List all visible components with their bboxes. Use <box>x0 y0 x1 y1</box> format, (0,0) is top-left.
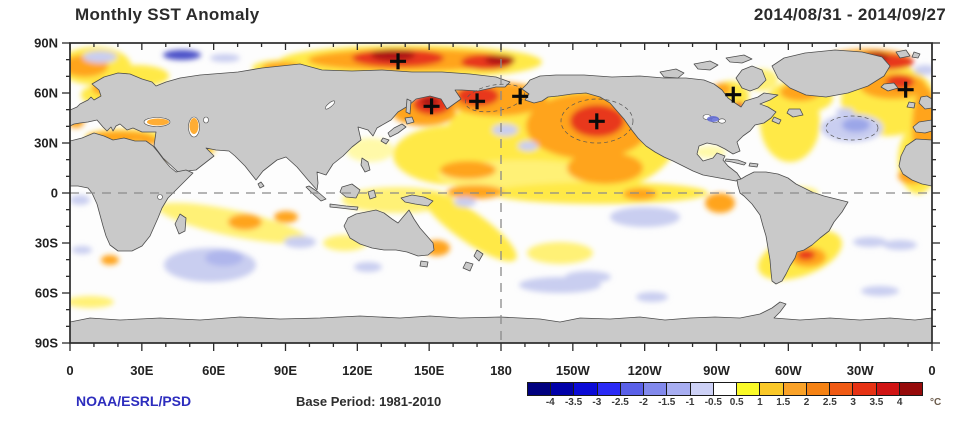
y-tick-label: 0 <box>51 186 58 201</box>
south-america <box>736 171 849 285</box>
colorbar-cell <box>737 383 761 395</box>
sakhalin <box>405 98 412 115</box>
colorbar-units-label: °C <box>930 397 942 408</box>
colorbar-boundary-label: 0.5 <box>729 397 744 408</box>
colorbar <box>527 382 923 396</box>
x-tick-label: 30E <box>130 363 153 378</box>
colorbar-cell <box>620 383 645 395</box>
x-tick-label: 150W <box>556 363 591 378</box>
colorbar-boundary-label: -2.5 <box>611 397 629 408</box>
colorbar-boundary-label: -3 <box>592 397 602 408</box>
baffin-island <box>735 65 767 92</box>
x-tick-label: 60E <box>202 363 225 378</box>
colorbar-cell <box>760 383 784 395</box>
eurasia <box>70 63 511 191</box>
africa <box>70 132 194 252</box>
anomaly-contours <box>465 83 879 144</box>
date-range: 2014/08/31 - 2014/09/27 <box>753 5 946 24</box>
west-africa-east-edge <box>898 138 932 187</box>
new-zealand <box>462 249 484 272</box>
colorbar-cell <box>690 383 714 395</box>
colorbar-boundary-label: -1 <box>685 397 695 408</box>
y-tick-label: 30N <box>34 136 58 151</box>
colorbar-boundary-label: 2 <box>803 397 810 408</box>
north-america <box>521 74 779 182</box>
colorbar-boundary-label: 1.5 <box>776 397 791 408</box>
colorbar-cell <box>899 383 922 395</box>
credit-text: NOAA/ESRL/PSD <box>76 393 192 409</box>
arctic-islands <box>659 54 753 79</box>
x-tick-label: 90W <box>703 363 730 378</box>
newfoundland <box>786 108 804 118</box>
colorbar-boundary-label: -2 <box>639 397 648 408</box>
x-tick-label: 0 <box>66 363 73 378</box>
lake-anomaly-tints <box>147 116 719 134</box>
british-isles <box>906 95 932 110</box>
colorbar-cell <box>667 383 691 395</box>
tasmania <box>419 260 429 268</box>
colorbar-cell <box>597 383 621 395</box>
colorbar-boundary-label: 3.5 <box>869 397 884 408</box>
x-tick-label: 60W <box>775 363 802 378</box>
new-guinea <box>400 194 434 207</box>
x-tick-label: 120E <box>342 363 373 378</box>
colorbar-cell <box>876 383 900 395</box>
colorbar-boundary-label: -4 <box>545 397 555 408</box>
colorbar-cell <box>783 383 807 395</box>
page-title: Monthly SST Anomaly <box>75 5 260 24</box>
colorbar-cell <box>644 383 668 395</box>
y-tick-label: 60N <box>34 86 58 101</box>
iceland <box>880 82 899 92</box>
colorbar-boundary-label: 2.5 <box>822 397 837 408</box>
colorbar-boundary-label: -1.5 <box>658 397 676 408</box>
sulawesi <box>367 189 377 200</box>
japan <box>380 116 415 145</box>
australia <box>343 209 435 257</box>
colorbar-boundary-label: -3.5 <box>564 397 583 408</box>
y-tick-label: 30S <box>35 236 58 251</box>
x-tick-label: 0 <box>928 363 935 378</box>
x-tick-label: 30W <box>847 363 874 378</box>
svalbard <box>895 49 921 59</box>
greenland <box>771 49 891 98</box>
x-tick-label: 150E <box>414 363 445 378</box>
colorbar-cell <box>574 383 598 395</box>
axis-tick-labels: 0 30E 60E 90E 120E 150E 180 150W 120W 90W 60W 30W 09… <box>34 36 935 379</box>
y-tick-label: 90N <box>34 36 58 51</box>
sri-lanka <box>257 181 265 189</box>
borneo <box>339 183 361 199</box>
nova-scotia <box>771 116 782 125</box>
colorbar-cell <box>528 383 552 395</box>
colorbar-boundary-label: 3 <box>850 397 856 408</box>
x-tick-label: 180 <box>490 363 512 378</box>
colorbar-cell <box>830 383 854 395</box>
madagascar <box>174 213 187 235</box>
axis-ticks <box>62 42 940 351</box>
colorbar-boundary-label: 4 <box>896 397 903 408</box>
colorbar-boundary-label: 1 <box>757 397 763 408</box>
colorbar-cell <box>806 383 831 395</box>
colorbar-boundary-label: -0.5 <box>704 397 722 408</box>
iberia-east-edge <box>912 119 932 134</box>
colorbar-cell <box>713 383 738 395</box>
java <box>329 203 359 211</box>
anomaly-max-markers <box>390 53 914 130</box>
x-tick-label: 120W <box>628 363 663 378</box>
hispaniola <box>748 162 759 168</box>
base-period-text: Base Period: 1981-2010 <box>296 394 442 409</box>
colorbar-cell <box>853 383 877 395</box>
x-tick-label: 90E <box>274 363 297 378</box>
cuba <box>724 158 747 166</box>
y-tick-label: 90S <box>35 336 58 351</box>
y-tick-label: 60S <box>35 286 58 301</box>
philippines <box>360 157 371 173</box>
colorbar-cell <box>551 383 575 395</box>
